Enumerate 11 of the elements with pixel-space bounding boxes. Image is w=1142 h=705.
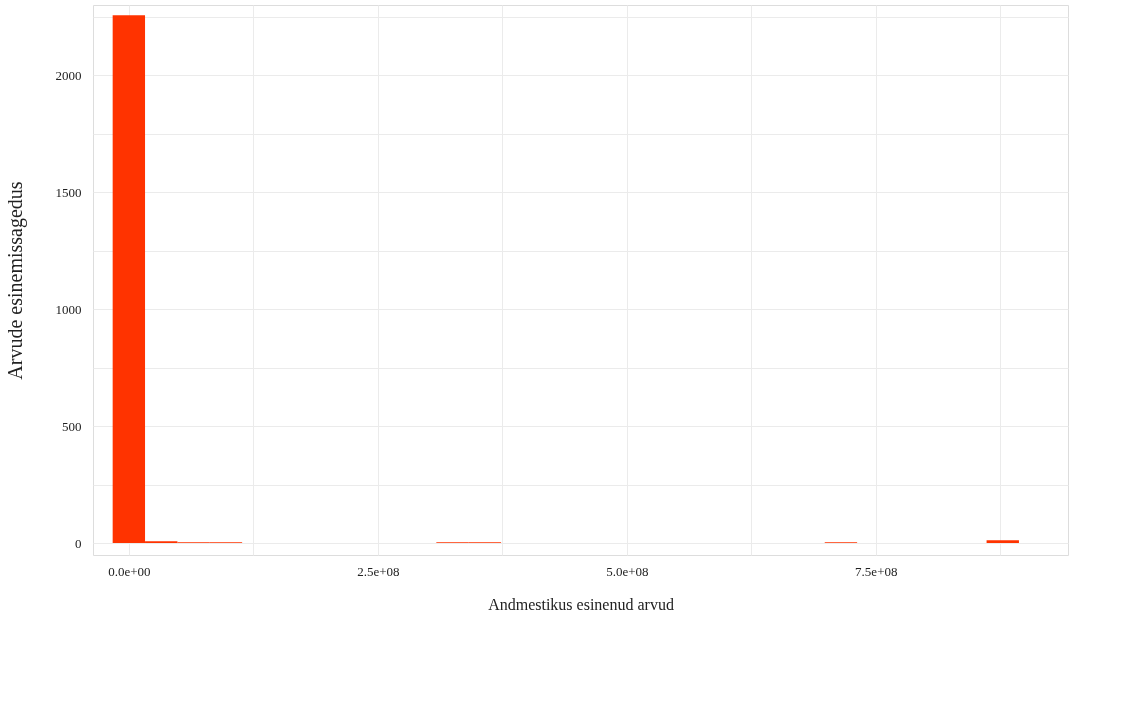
x-tick-label: 7.5e+08 bbox=[855, 563, 898, 579]
x-tick-label: 0.0e+00 bbox=[108, 563, 151, 579]
y-axis-title: Arvude esinemissagedus bbox=[3, 181, 27, 380]
x-tick-label: 2.5e+08 bbox=[357, 563, 400, 579]
y-tick-label: 0 bbox=[75, 535, 82, 551]
y-tick-label: 2000 bbox=[55, 67, 82, 83]
x-tick-label: 5.0e+08 bbox=[606, 563, 649, 579]
x-axis-title: Andmestikus esinenud arvud bbox=[488, 595, 674, 613]
y-tick-label: 1000 bbox=[55, 301, 82, 317]
y-tick-label: 500 bbox=[62, 418, 82, 434]
y-tick-label: 1500 bbox=[55, 184, 82, 200]
